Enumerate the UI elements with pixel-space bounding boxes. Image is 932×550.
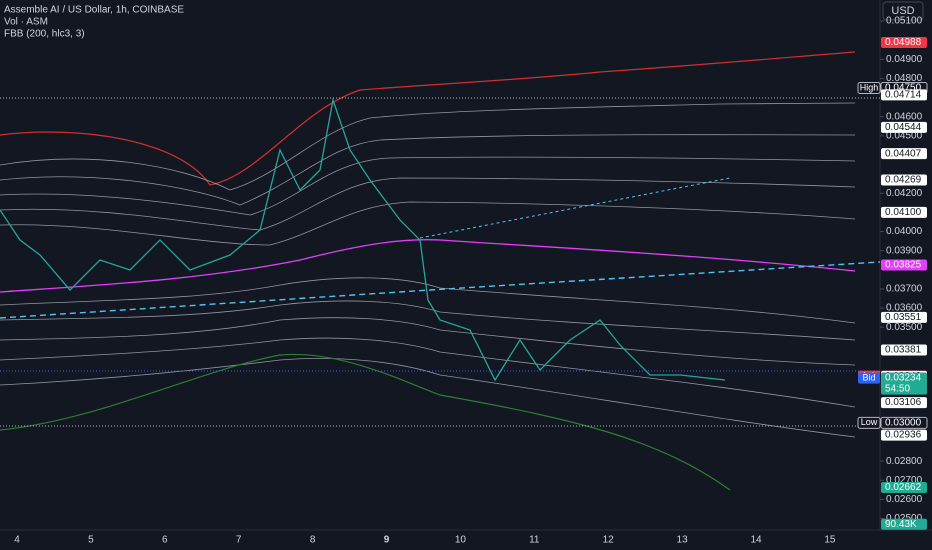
price-tag-label: Low (861, 417, 878, 427)
price-tick-label: 0.04200 (886, 188, 923, 199)
price-badge (881, 344, 927, 356)
price-badge-label: 0.02662 (885, 482, 922, 493)
price-tag-label: Bid (862, 372, 875, 382)
countdown: 54:50 (885, 384, 910, 395)
price-tick-label: 0.04600 (886, 111, 923, 122)
price-badge (880, 416, 928, 429)
price-tick-label: 0.02700 (886, 475, 923, 486)
price-tick-label: 0.03500 (886, 322, 923, 333)
price-badge-label: 0.03000 (885, 417, 922, 428)
time-label: 12 (603, 535, 615, 546)
time-label: 15 (824, 535, 836, 546)
volume-label: Vol · ASM (4, 17, 48, 28)
bands (0, 51, 881, 491)
price-tag (857, 416, 881, 429)
price-badge (881, 174, 927, 186)
indicator-label: FBB (200, hlc3, 3) (4, 29, 85, 40)
price-badge-label: 0.03381 (885, 345, 922, 356)
price-badge (881, 429, 927, 441)
currency-label[interactable]: USD (891, 5, 914, 17)
price-badge (881, 148, 927, 160)
time-label: 5 (88, 535, 94, 546)
time-label: 6 (162, 535, 168, 546)
price-tick-label: 0.03900 (886, 245, 923, 256)
price-badge (881, 36, 927, 48)
currency-button[interactable] (882, 1, 924, 21)
price-tick-label: 0.05100 (886, 16, 923, 27)
price-tick-label: 0.04000 (886, 226, 923, 237)
price-tick-label: 0.04900 (886, 54, 923, 65)
price-badge (881, 259, 927, 271)
price-tick-label: 0.03600 (886, 303, 923, 314)
price-badge (881, 372, 927, 395)
price-badge-label: 90.43K (885, 519, 917, 530)
price-tick-label: 0.02800 (886, 456, 923, 467)
time-label: 11 (529, 535, 540, 546)
price-badge-label: 0.04544 (885, 122, 922, 133)
price-badge-label: 0.04714 (885, 90, 922, 101)
price-badge-label: 0.03234 (885, 373, 922, 384)
price-tick-label: 0.04500 (886, 130, 923, 141)
price-tag-label: High (860, 82, 879, 92)
price-badge (881, 121, 927, 133)
price-badge-label: 0.03106 (885, 397, 922, 408)
time-label: 14 (750, 535, 762, 546)
price-badge (881, 518, 927, 530)
time-label: 7 (236, 535, 242, 546)
price-badge-label: 0.03551 (885, 312, 922, 323)
price-tick-label: 0.02600 (886, 494, 923, 505)
price-badge-label: 0.02936 (885, 430, 922, 441)
price-badge (881, 482, 927, 494)
price-badge-label: 0.03825 (885, 260, 922, 271)
price-badge (881, 311, 927, 323)
price-tick-label: 0.03700 (886, 284, 923, 295)
time-label: 13 (677, 535, 689, 546)
price-badge (881, 397, 927, 409)
price-tag (858, 372, 880, 384)
time-label: 8 (310, 535, 316, 546)
price-tag (857, 82, 881, 95)
price-line (0, 97, 726, 382)
price-badge-label: 0.04269 (885, 175, 922, 186)
price-badge-label: 0.04100 (885, 207, 922, 218)
time-label: 4 (14, 535, 20, 546)
time-label: 9 (384, 535, 390, 546)
symbol-title: Assemble AI / US Dollar, 1h, COINBASE (4, 5, 184, 16)
price-badge-label: 0.04750 (885, 83, 922, 94)
price-badge (881, 206, 927, 218)
price-badge-label: 0.04407 (885, 148, 922, 159)
price-badge (881, 89, 927, 101)
time-label: 10 (455, 535, 467, 546)
price-badge-label: 0.04988 (885, 37, 922, 48)
price-tick-label: 0.04800 (886, 73, 923, 84)
price-tick-label: 0.02500 (886, 513, 923, 524)
